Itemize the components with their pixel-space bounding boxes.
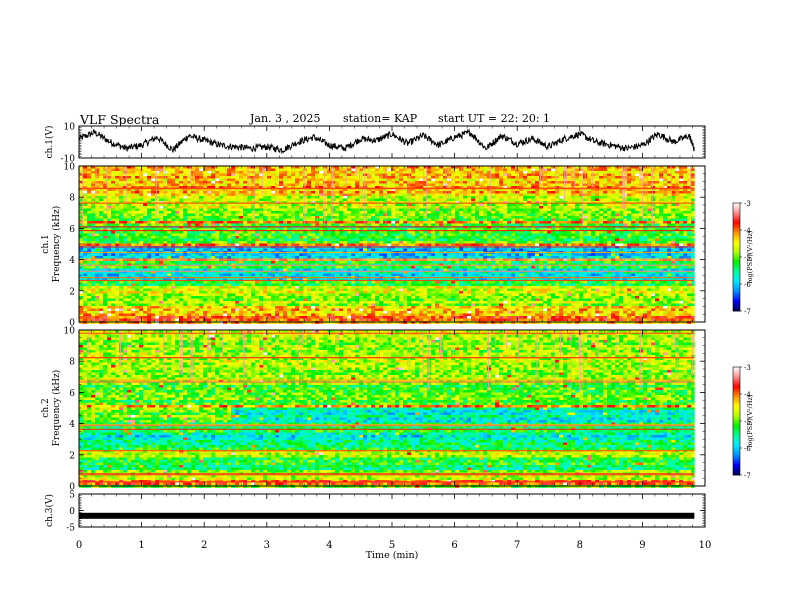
x-axis-label: Time (min): [366, 550, 419, 561]
y-tick-label: 6: [69, 389, 75, 399]
y-tick-label: 0: [69, 507, 75, 517]
y-tick-label: 2: [69, 287, 75, 297]
y-tick-label: 10: [64, 327, 76, 337]
waveform-panel-3: [79, 513, 694, 519]
y-axis-label: Frequency (kHz): [51, 206, 62, 283]
y-axis-label: ch.1(V): [44, 126, 55, 159]
x-tick-label: 8: [577, 540, 583, 551]
y-tick-label: 2: [69, 451, 75, 461]
y-axis-label: ch.3(V): [44, 494, 55, 527]
y-axis-label: Frequency (kHz): [51, 370, 62, 447]
x-tick-label: 1: [138, 540, 144, 551]
y-tick-label: 6: [69, 225, 75, 235]
figure-title: VLF Spectra: [80, 112, 159, 127]
y-tick-label: 10: [64, 163, 76, 173]
colorbar-tick-label: -3: [744, 364, 751, 372]
y-tick-label: 10: [64, 123, 76, 133]
x-tick-label: 4: [326, 540, 332, 551]
colorbar-label: log(PSD)(V²/Hz): [746, 230, 754, 283]
colorbar-tick-label: -7: [744, 308, 751, 316]
y-tick-label: -5: [66, 524, 75, 534]
colorbar-label: log(PSD)(V²/Hz): [746, 394, 754, 447]
vlf-figure: -3-4-5-6-7log(PSD)(V²/Hz)-3-4-5-6-7log(P…: [0, 0, 792, 612]
start-time-label: start UT = 22: 20: 1: [438, 112, 550, 125]
x-tick-label: 3: [264, 540, 270, 551]
x-tick-label: 9: [639, 540, 645, 551]
waveform-trace: [79, 513, 694, 519]
y-tick-label: 4: [69, 420, 75, 430]
y-axis-label: ch.2: [41, 398, 51, 417]
spectrogram-2: [79, 330, 695, 488]
waveform-trace: [79, 130, 694, 153]
spectrogram-1: [79, 166, 695, 324]
waveform-panel-0: [79, 130, 694, 153]
x-tick-label: 7: [514, 540, 520, 551]
y-tick-label: 5: [69, 491, 75, 501]
colorbar-tick-label: -3: [744, 200, 751, 208]
y-tick-label: 8: [69, 358, 75, 368]
x-tick-label: 10: [699, 540, 712, 551]
x-tick-label: 6: [451, 540, 457, 551]
colorbar-tick-label: -7: [744, 472, 751, 480]
date-label: Jan. 3 , 2025: [250, 112, 321, 125]
station-label: station= KAP: [343, 112, 417, 125]
x-tick-label: 0: [76, 540, 82, 551]
y-axis-label: ch.1: [41, 234, 51, 253]
y-tick-label: 4: [69, 256, 75, 266]
y-tick-label: 8: [69, 194, 75, 204]
x-tick-label: 2: [201, 540, 207, 551]
